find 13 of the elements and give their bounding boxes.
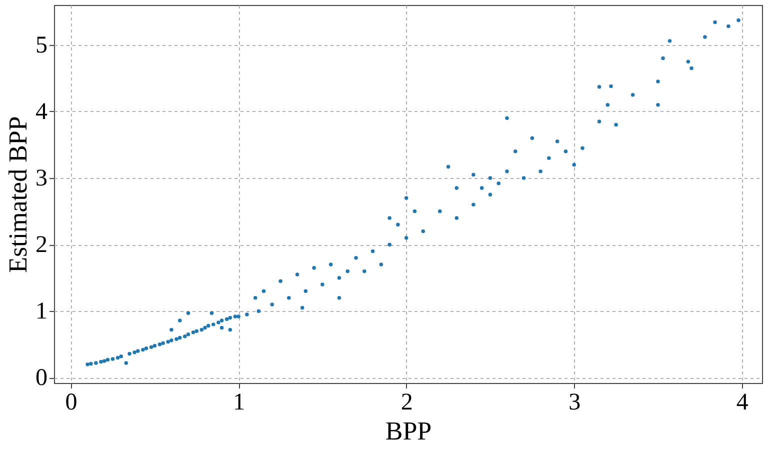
x-tick-label: 4 [736, 390, 748, 416]
y-tick-label: 1 [36, 298, 48, 325]
y-tick-label: 3 [36, 166, 48, 192]
x-axis-title: BPP [385, 416, 432, 446]
y-tick-label: 0 [36, 365, 48, 392]
x-tick-label: 3 [568, 390, 581, 416]
y-tick-label: 5 [36, 32, 48, 58]
y-tick-label: 4 [36, 98, 48, 125]
x-tick-label: 2 [400, 390, 413, 416]
y-tick-label: 2 [36, 232, 48, 258]
x-tick-label: 0 [65, 390, 78, 416]
x-tick-label: 1 [233, 390, 246, 416]
y-axis-title: Estimated BPP [4, 116, 32, 273]
